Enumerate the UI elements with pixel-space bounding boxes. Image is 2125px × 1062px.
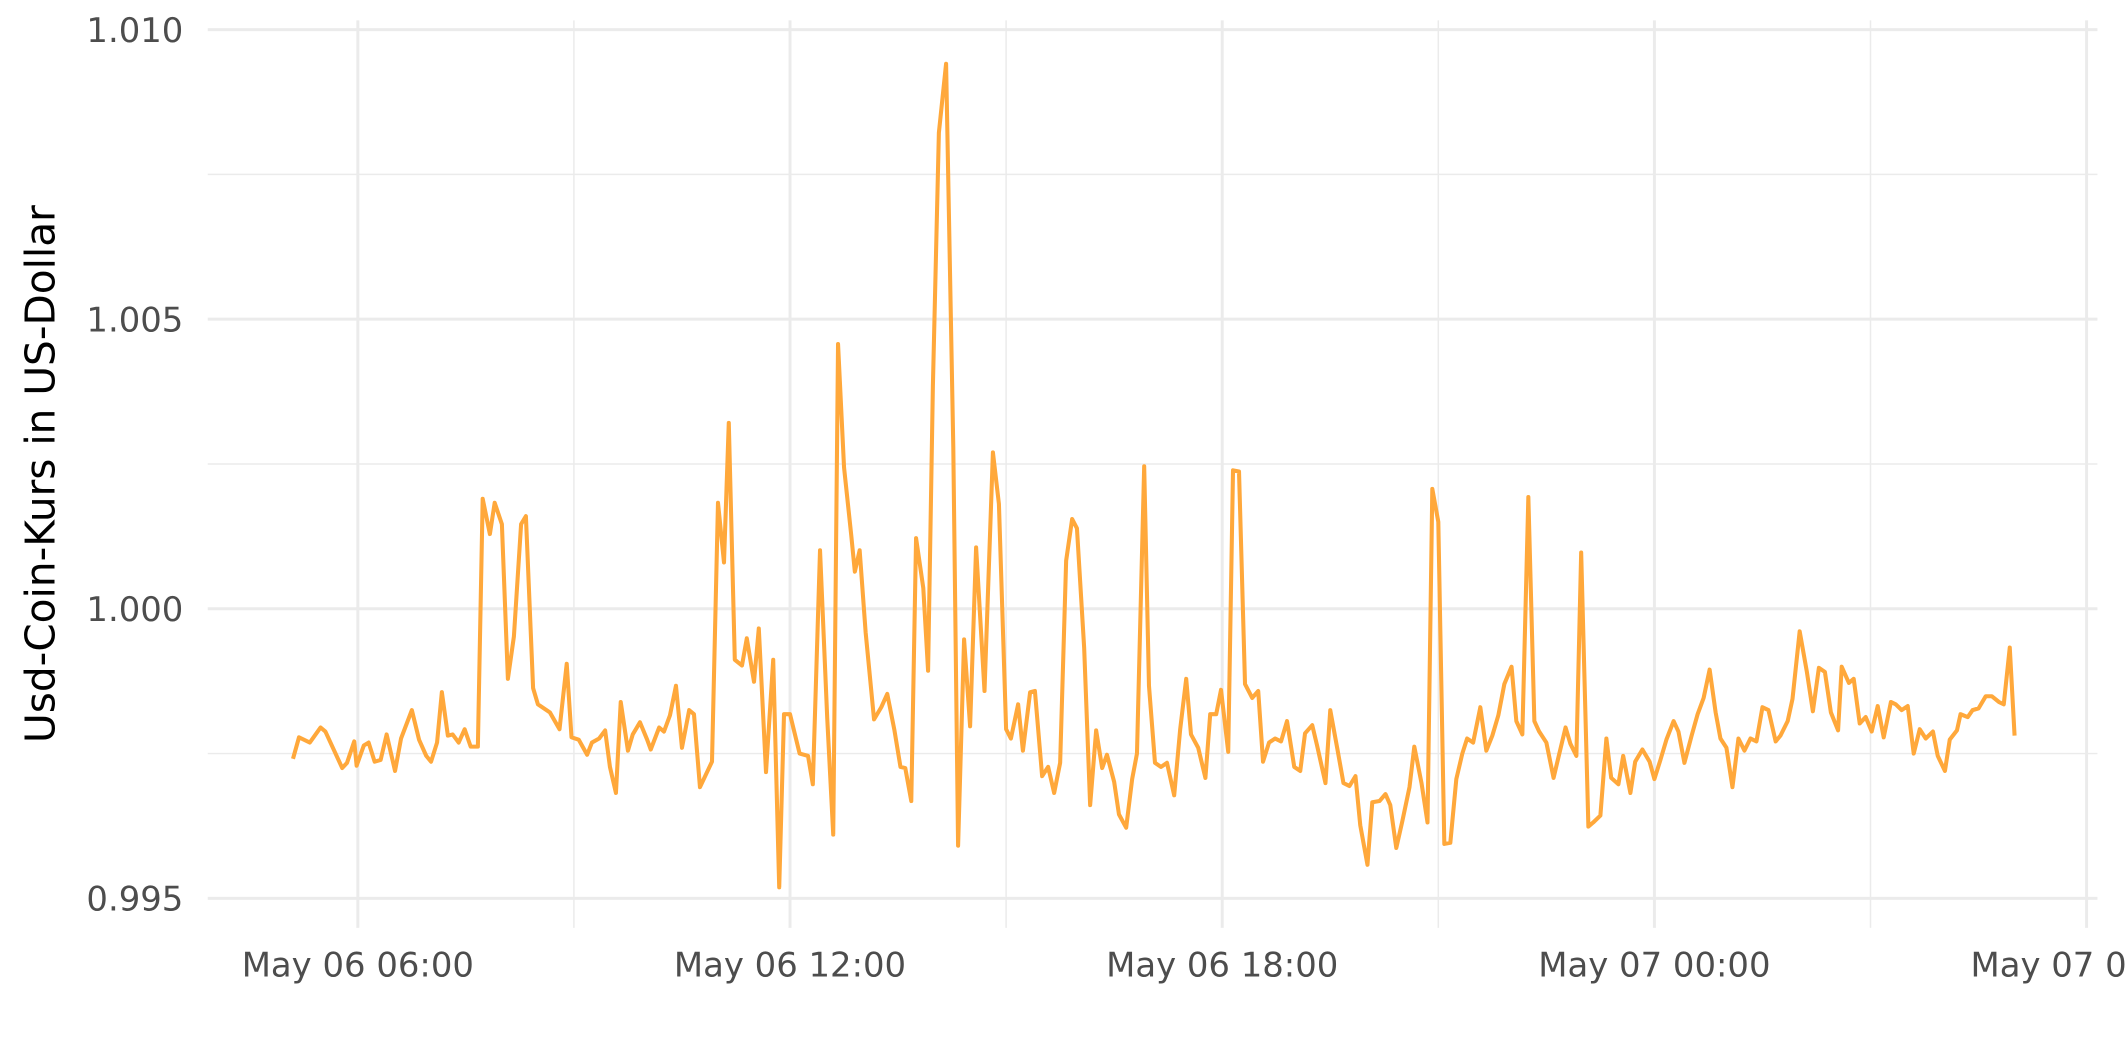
y-tick-label: 1.010	[86, 11, 183, 50]
y-axis-title: Usd-Coin-Kurs in US-Dollar	[17, 205, 65, 743]
x-tick-label: May 06 06:00	[242, 946, 474, 985]
y-tick-label: 1.005	[86, 300, 183, 339]
data-line	[291, 61, 2017, 890]
plot-area	[291, 61, 2017, 890]
y-tick-label: 0.995	[86, 880, 183, 919]
axis-labels: 0.995 1.000 1.005 1.010 May 06 06:00 May 06 1…	[86, 11, 2125, 985]
x-tick-label: May 06 12:00	[674, 946, 906, 985]
x-tick-label: May 07 00:00	[1538, 946, 1770, 985]
x-tick-label: May 07 06:00	[1971, 946, 2125, 985]
grid	[207, 20, 2098, 928]
x-tick-label: May 06 18:00	[1106, 946, 1338, 985]
y-tick-label: 1.000	[86, 590, 183, 629]
